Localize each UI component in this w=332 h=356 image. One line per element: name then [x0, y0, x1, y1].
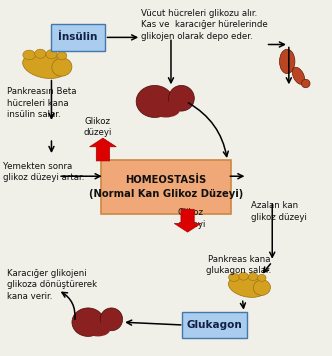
Text: İnsülin: İnsülin — [58, 32, 98, 42]
Text: Yemekten sonra
glikoz düzeyi artar.: Yemekten sonra glikoz düzeyi artar. — [3, 162, 85, 182]
Text: Glikoz
düzeyi: Glikoz düzeyi — [84, 117, 112, 137]
Ellipse shape — [280, 49, 295, 74]
Text: Karacığer glikojeni
glikoza dönüştürerek
kana verir.: Karacığer glikojeni glikoza dönüştürerek… — [7, 269, 97, 301]
FancyBboxPatch shape — [50, 24, 106, 51]
Ellipse shape — [152, 101, 180, 117]
Ellipse shape — [258, 274, 266, 281]
Text: Glikoz
düzeyi: Glikoz düzeyi — [178, 208, 206, 229]
Ellipse shape — [239, 272, 248, 280]
FancyBboxPatch shape — [182, 312, 246, 338]
Text: Glukagon: Glukagon — [186, 320, 242, 330]
Ellipse shape — [46, 49, 57, 59]
Text: HOMEOSTASİS
(Normal Kan Glikoz Düzeyi): HOMEOSTASİS (Normal Kan Glikoz Düzeyi) — [89, 175, 243, 199]
Text: Vücut hücreleri glikozu alır.
Kas ve  karacığer hürelerinde
glikojen olarak depo: Vücut hücreleri glikozu alır. Kas ve kar… — [141, 9, 268, 41]
Ellipse shape — [52, 58, 72, 76]
FancyBboxPatch shape — [101, 160, 231, 214]
Ellipse shape — [72, 308, 104, 336]
Ellipse shape — [301, 79, 310, 88]
Ellipse shape — [23, 50, 36, 60]
Ellipse shape — [35, 49, 46, 58]
Text: Pankreasın Beta
hücreleri kana
insülin salar.: Pankreasın Beta hücreleri kana insülin s… — [7, 87, 76, 119]
Ellipse shape — [228, 276, 266, 297]
Polygon shape — [174, 209, 201, 232]
Ellipse shape — [169, 85, 194, 111]
Polygon shape — [90, 138, 116, 161]
Ellipse shape — [136, 85, 173, 117]
Ellipse shape — [253, 280, 271, 295]
Ellipse shape — [292, 67, 305, 84]
Text: Azalan kan
glikoz düzeyi: Azalan kan glikoz düzeyi — [251, 201, 306, 221]
Text: Pankreas kana
glukagon salar.: Pankreas kana glukagon salar. — [207, 255, 272, 275]
Ellipse shape — [248, 273, 258, 281]
Ellipse shape — [86, 322, 110, 336]
Ellipse shape — [23, 53, 67, 78]
Ellipse shape — [229, 273, 239, 281]
Ellipse shape — [57, 52, 67, 60]
Ellipse shape — [100, 308, 123, 331]
